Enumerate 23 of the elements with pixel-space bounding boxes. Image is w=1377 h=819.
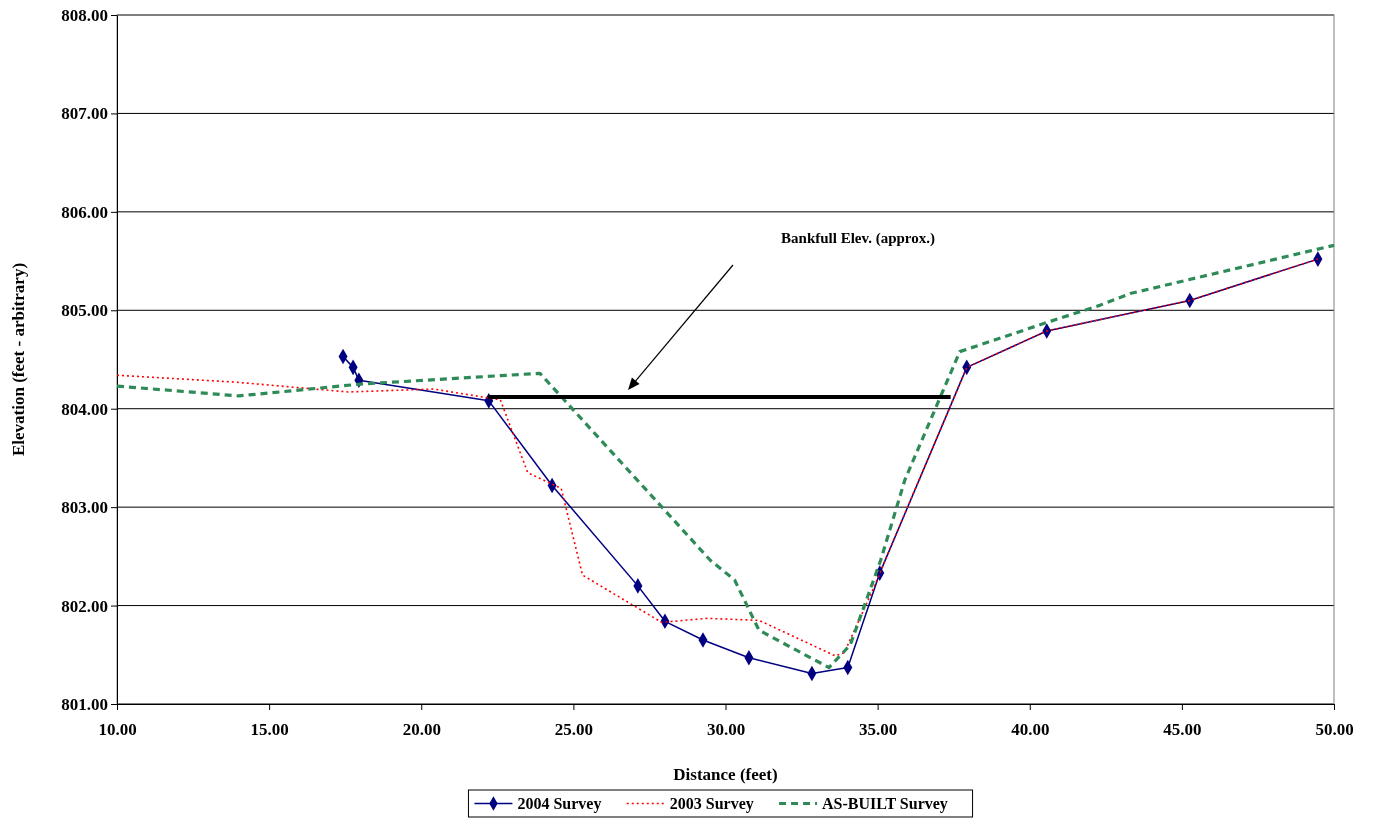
y-tick-label: 801.00 bbox=[61, 694, 108, 714]
y-axis-title: Elevation (feet - arbitrary) bbox=[9, 262, 28, 457]
legend-label: 2003 Survey bbox=[669, 795, 754, 813]
legend-label: AS-BUILT Survey bbox=[822, 795, 948, 813]
y-tick-label: 807.00 bbox=[61, 104, 108, 124]
legend-label: 2004 Survey bbox=[517, 795, 602, 813]
x-tick-label: 30.00 bbox=[706, 720, 746, 740]
x-tick-label: 40.00 bbox=[1011, 720, 1050, 740]
y-tick-label: 808.00 bbox=[61, 5, 108, 25]
x-tick-label: 25.00 bbox=[554, 720, 593, 740]
y-tick-label: 806.00 bbox=[61, 202, 108, 222]
x-tick-label: 35.00 bbox=[859, 720, 898, 740]
y-tick-label: 803.00 bbox=[61, 498, 108, 518]
x-axis-title: Distance (feet) bbox=[673, 765, 778, 784]
x-tick-label: 45.00 bbox=[1163, 720, 1202, 740]
x-tick-label: 50.00 bbox=[1315, 720, 1354, 740]
y-tick-label: 805.00 bbox=[61, 301, 108, 321]
x-tick-label: 20.00 bbox=[402, 720, 441, 740]
x-tick-label: 10.00 bbox=[98, 720, 137, 740]
x-tick-label: 15.00 bbox=[250, 720, 289, 740]
y-tick-label: 804.00 bbox=[61, 399, 108, 419]
annotation: Bankfull Elev. (approx.) bbox=[781, 230, 935, 247]
y-tick-label: 802.00 bbox=[61, 596, 108, 616]
